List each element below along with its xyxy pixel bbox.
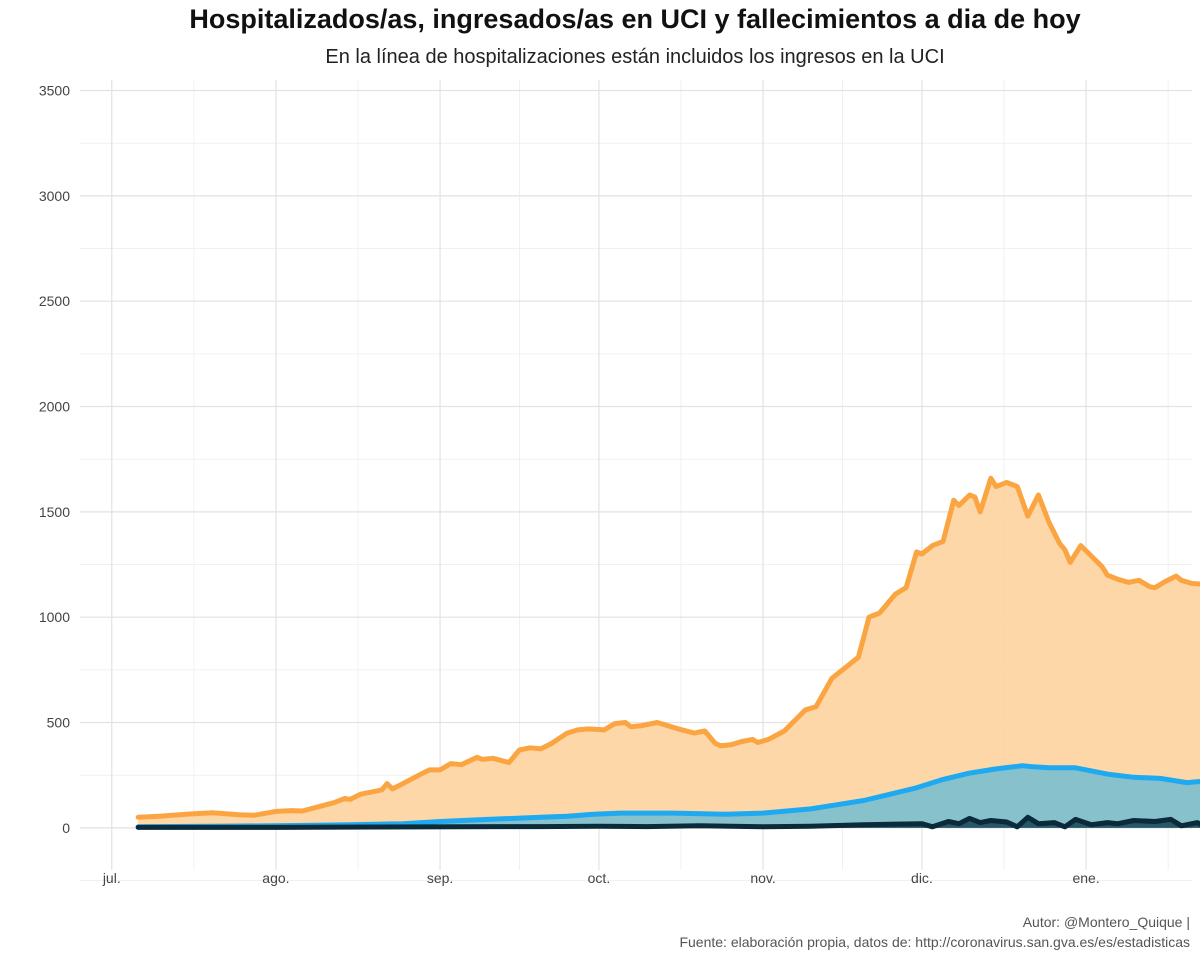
line-uci	[135, 763, 1200, 830]
y-tick-label: 0	[62, 820, 70, 836]
x-tick-label: oct.	[588, 870, 611, 886]
x-tick-label: ago.	[262, 870, 289, 886]
x-axis-ticks: jul. ago. sep. oct. nov. dic. ene.	[102, 870, 1100, 886]
series-areas	[138, 478, 1200, 828]
y-tick-label: 1000	[39, 609, 70, 625]
y-tick-label: 1500	[39, 504, 70, 520]
line-fallecimientos	[135, 814, 1200, 830]
x-tick-label: jul.	[102, 870, 121, 886]
y-tick-label: 3500	[39, 83, 70, 99]
x-tick-label: nov.	[750, 870, 775, 886]
y-tick-label: 500	[47, 715, 71, 731]
x-tick-label: sep.	[427, 870, 453, 886]
y-tick-label: 2500	[39, 293, 70, 309]
chart-subtitle: En la línea de hospitalizaciones están i…	[325, 46, 945, 68]
chart-title: Hospitalizados/as, ingresados/as en UCI …	[189, 4, 1081, 34]
area-hospitalizados	[138, 478, 1200, 828]
y-tick-label: 2000	[39, 399, 70, 415]
x-tick-label: dic.	[911, 870, 933, 886]
area-uci	[138, 765, 1200, 828]
y-tick-label: 3000	[39, 188, 70, 204]
line-hospitalizados	[135, 475, 1200, 820]
caption-source: Fuente: elaboración propia, datos de: ht…	[679, 934, 1190, 950]
caption-author: Autor: @Montero_Quique |	[1022, 914, 1190, 930]
series-lines	[135, 475, 1200, 830]
x-tick-label: ene.	[1072, 870, 1099, 886]
y-axis-ticks: 0 500 1000 1500 2000 2500 3000 3500	[39, 83, 70, 836]
